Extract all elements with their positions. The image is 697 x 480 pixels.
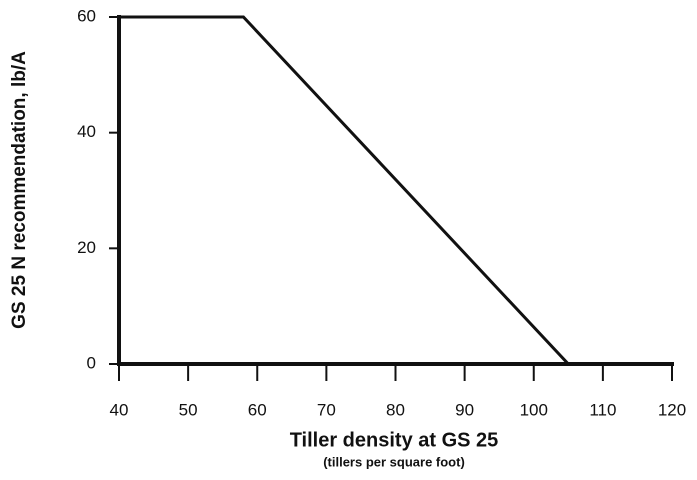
- x-tick-label: 110: [589, 400, 616, 419]
- x-tick-label: 60: [248, 400, 267, 419]
- x-tick-label: 90: [455, 400, 474, 419]
- y-axis-label: GS 25 N recommendation, lb/A: [9, 51, 30, 329]
- x-tick-label: 120: [658, 400, 686, 419]
- data-line: [119, 15, 672, 366]
- x-tick-label: 70: [317, 400, 336, 419]
- x-tick-label: 100: [520, 400, 548, 419]
- y-tick-label: 20: [77, 238, 96, 257]
- x-tick-label: 50: [179, 400, 198, 419]
- y-tick-label: 40: [77, 122, 96, 141]
- y-tick-label: 0: [87, 353, 96, 372]
- x-tick-label: 40: [110, 400, 129, 419]
- x-tick-label: 80: [386, 400, 405, 419]
- x-axis-label: Tiller density at GS 25: [290, 429, 499, 451]
- x-axis-sublabel: (tillers per square foot): [323, 454, 465, 469]
- y-tick-label: 60: [77, 6, 96, 25]
